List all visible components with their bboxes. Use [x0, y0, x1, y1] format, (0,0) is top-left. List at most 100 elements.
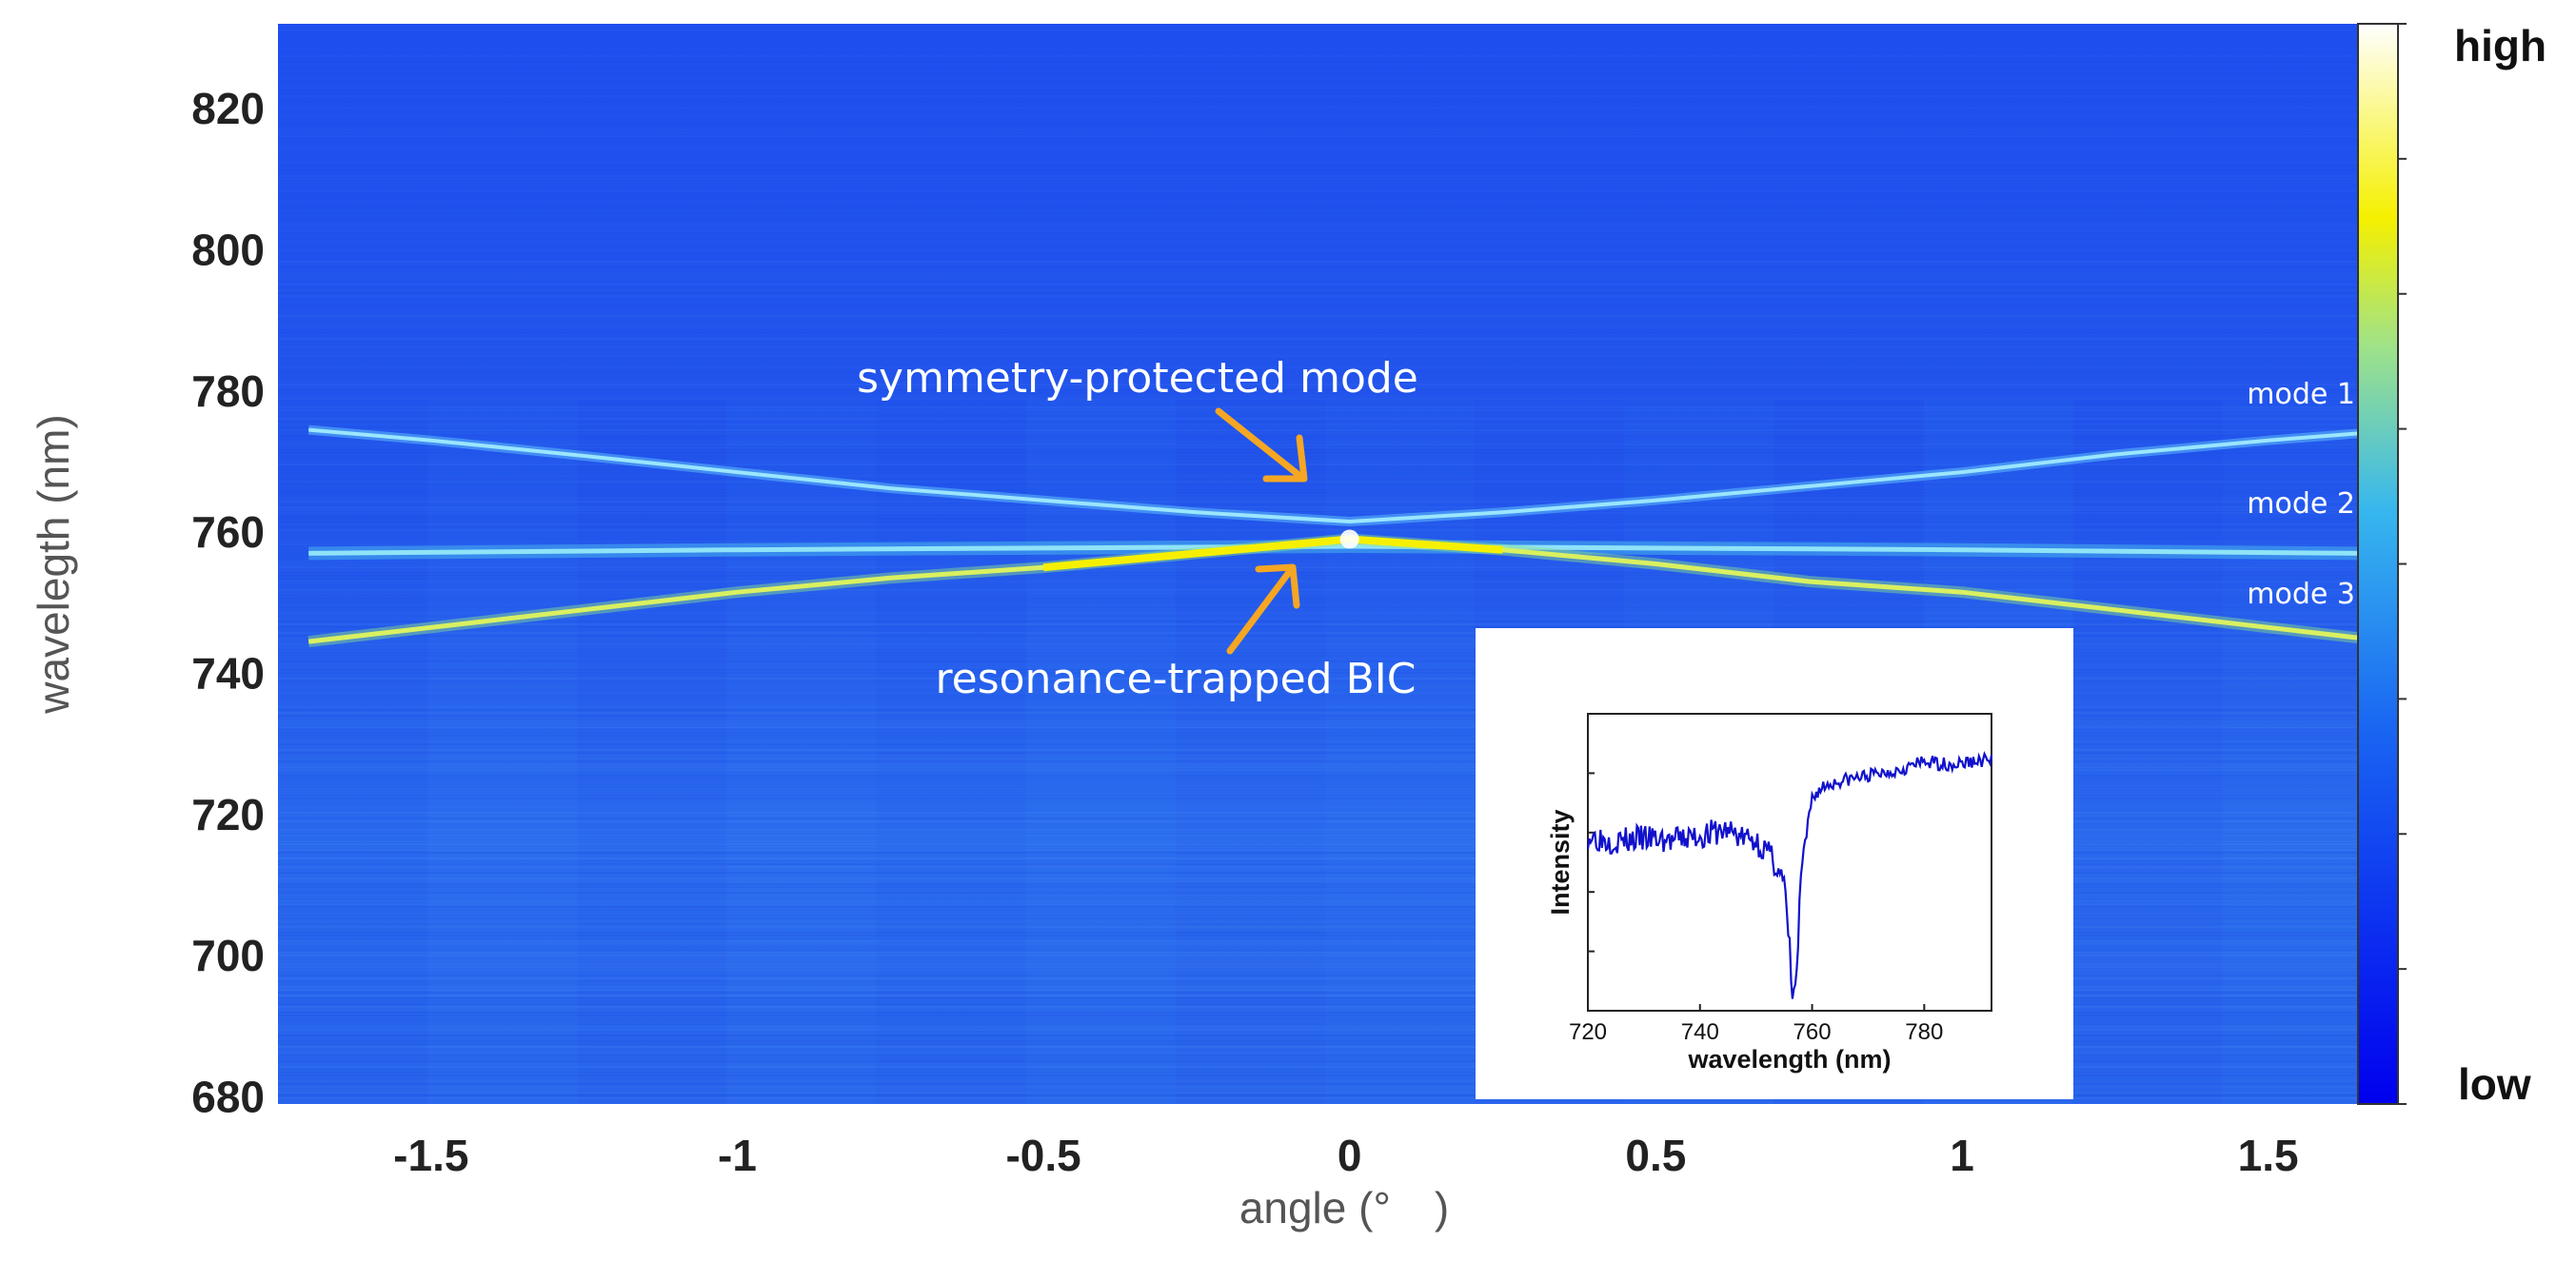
- texture-stripe: [278, 498, 2372, 500]
- texture-stripe: [278, 775, 2372, 777]
- texture-stripe: [278, 132, 2372, 134]
- texture-stripe: [278, 1080, 2372, 1082]
- texture-column: [726, 400, 877, 1104]
- texture-stripe: [278, 178, 2372, 180]
- texture-stripe: [278, 726, 2372, 728]
- texture-stripe: [278, 917, 2372, 919]
- texture-stripe: [278, 261, 2372, 263]
- texture-stripe: [278, 738, 2372, 739]
- inset-x-axis-label: wavelength (nm): [1687, 1045, 1891, 1074]
- texture-stripe: [278, 661, 2372, 662]
- texture-stripe: [278, 44, 2372, 46]
- texture-stripe: [278, 806, 2372, 808]
- texture-stripe: [278, 129, 2372, 131]
- texture-stripe: [278, 621, 2372, 622]
- texture-stripe: [278, 189, 2372, 191]
- texture-stripe: [278, 398, 2372, 400]
- texture-stripe: [278, 258, 2372, 260]
- texture-stripe: [278, 27, 2372, 29]
- texture-stripe: [278, 840, 2372, 842]
- x-axis-ticks: -1.5 -1 -0.5 0 0.5 1 1.5: [393, 1131, 2298, 1180]
- texture-stripe: [278, 67, 2372, 69]
- bic-peak-point: [1339, 529, 1359, 549]
- texture-stripe: [278, 783, 2372, 785]
- texture-stripe: [278, 795, 2372, 797]
- texture-stripe: [278, 883, 2372, 885]
- texture-stripe: [278, 763, 2372, 765]
- texture-stripe: [278, 315, 2372, 317]
- texture-stripe: [278, 680, 2372, 682]
- texture-stripe: [278, 818, 2372, 819]
- texture-stripe: [278, 324, 2372, 325]
- inset-background: [1476, 628, 2073, 1099]
- texture-stripe: [278, 732, 2372, 734]
- texture-stripe: [278, 298, 2372, 300]
- texture-stripe: [278, 389, 2372, 391]
- texture-stripe: [278, 846, 2372, 848]
- texture-stripe: [278, 877, 2372, 879]
- texture-stripe: [278, 1023, 2372, 1025]
- texture-stripe: [278, 109, 2372, 111]
- texture-stripe: [278, 255, 2372, 257]
- texture-stripe: [278, 135, 2372, 137]
- texture-stripe: [278, 723, 2372, 725]
- texture-stripe: [278, 963, 2372, 965]
- texture-stripe: [278, 481, 2372, 483]
- texture-stripe: [278, 318, 2372, 320]
- texture-stripe: [278, 589, 2372, 591]
- texture-stripe: [278, 286, 2372, 288]
- texture-stripe: [278, 900, 2372, 902]
- texture-stripe: [278, 715, 2372, 717]
- texture-stripe: [278, 164, 2372, 166]
- texture-stripe: [278, 977, 2372, 979]
- texture-stripe: [278, 238, 2372, 240]
- texture-stripe: [278, 815, 2372, 817]
- texture-stripe: [278, 1052, 2372, 1054]
- texture-stripe: [278, 623, 2372, 625]
- texture-stripe: [278, 880, 2372, 882]
- texture-stripe: [278, 1083, 2372, 1085]
- texture-stripe: [278, 509, 2372, 511]
- mode-2-label: mode 2: [2247, 487, 2355, 521]
- texture-stripe: [278, 252, 2372, 254]
- texture-stripe: [278, 652, 2372, 654]
- texture-stripe: [278, 78, 2372, 80]
- texture-stripe: [278, 92, 2372, 94]
- texture-stripe: [278, 344, 2372, 345]
- texture-stripe: [278, 1055, 2372, 1056]
- texture-stripe: [278, 872, 2372, 874]
- texture-stripe: [278, 720, 2372, 722]
- colorbar-high-label: high: [2454, 21, 2546, 70]
- texture-stripe: [278, 992, 2372, 994]
- texture-stripe: [278, 41, 2372, 43]
- texture-stripe: [278, 215, 2372, 217]
- texture-stripe: [278, 69, 2372, 71]
- texture-stripe: [278, 626, 2372, 628]
- texture-stripe: [278, 229, 2372, 231]
- colorbar-low-label: low: [2458, 1059, 2531, 1109]
- texture-stripe: [278, 1103, 2372, 1104]
- y-tick-label: 820: [191, 84, 265, 133]
- texture-stripe: [278, 712, 2372, 714]
- texture-stripe: [278, 926, 2372, 928]
- y-tick-label: 700: [191, 931, 265, 980]
- texture-stripe: [278, 55, 2372, 57]
- y-tick-label: 680: [191, 1073, 265, 1122]
- texture-stripe: [278, 980, 2372, 982]
- texture-stripe: [278, 212, 2372, 214]
- texture-stripe: [278, 369, 2372, 371]
- texture-stripe: [278, 58, 2372, 60]
- inset-x-tick-label: 780: [1905, 1019, 1943, 1045]
- texture-stripe: [278, 149, 2372, 151]
- texture-stripe: [278, 638, 2372, 640]
- texture-stripe: [278, 935, 2372, 937]
- mode-3-label: mode 3: [2247, 578, 2355, 611]
- texture-column: [2072, 400, 2223, 1104]
- texture-stripe: [278, 38, 2372, 40]
- texture-stripe: [278, 601, 2372, 602]
- texture-stripe: [278, 47, 2372, 49]
- x-tick-label: 1: [1950, 1131, 1974, 1180]
- texture-stripe: [278, 586, 2372, 588]
- texture-stripe: [278, 1017, 2372, 1019]
- texture-stripe: [278, 1066, 2372, 1068]
